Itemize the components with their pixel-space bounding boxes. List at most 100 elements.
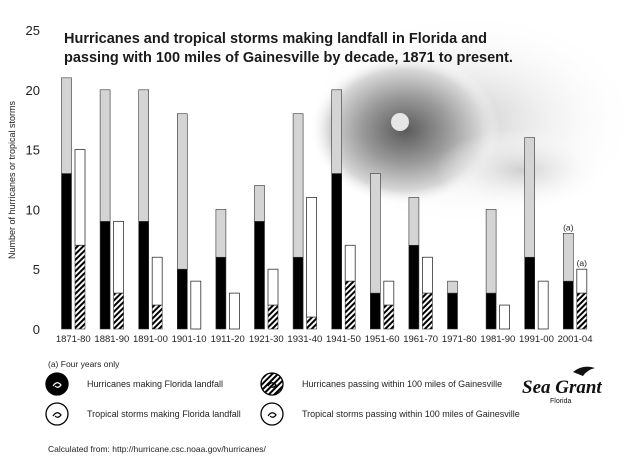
bar-hurricanes-landfall: [447, 292, 458, 330]
legend-label: Tropical storms making Florida landfall: [87, 409, 241, 419]
bar-tropical-storms-landfall: [61, 77, 72, 174]
legend-storm-symbol: [260, 372, 284, 396]
bar-hurricanes-gainesville: [383, 304, 395, 330]
legend-item: Hurricanes passing within 100 miles of G…: [260, 372, 502, 396]
bar-tropical-storms-gainesville: [306, 197, 318, 318]
bar-tropical-storms-landfall: [369, 173, 381, 294]
bar-hurricanes-gainesville: [344, 280, 356, 330]
bar-hurricanes-landfall: [177, 268, 188, 330]
x-tick-label: 1881-90: [94, 334, 129, 345]
bar-tropical-storms-landfall: [331, 89, 343, 174]
legend-swirl-mark: [267, 382, 277, 388]
bar-hurricanes-gainesville: [422, 292, 433, 330]
x-tick-label: 1891-00: [133, 334, 168, 345]
bar-hurricanes-landfall: [254, 221, 265, 330]
bar-hurricanes-gainesville: [113, 292, 124, 330]
legend-storm-symbol: [45, 372, 69, 396]
bar-tropical-storms-landfall: [408, 197, 420, 246]
satellite-hurricane-image: [300, 10, 629, 230]
x-tick-label: 1941-50: [326, 334, 361, 345]
bar-hurricanes-landfall: [99, 221, 111, 330]
x-tick-label: 1911-20: [211, 334, 245, 345]
bar-hurricanes-landfall: [215, 256, 227, 330]
y-tick-label: 10: [26, 202, 40, 217]
legend-swirl-mark: [267, 412, 277, 418]
legend-label: Hurricanes passing within 100 miles of G…: [302, 379, 502, 389]
bar-tropical-storms-landfall: [99, 89, 111, 222]
bar-tropical-storms-landfall: [485, 209, 497, 294]
bar-tropical-storms-landfall: [138, 89, 149, 222]
bar-tropical-storms-landfall: [447, 280, 458, 294]
brand-name: Sea Grant: [522, 377, 602, 398]
bar-tropical-storms-landfall: [254, 185, 265, 222]
bar-tropical-storms-gainesville: [499, 304, 511, 330]
sea-grant-logo: Sea Grant Florida: [522, 366, 602, 405]
bar-hurricanes-landfall: [524, 256, 536, 330]
bar-tropical-storms-gainesville: [421, 256, 433, 294]
bar-tropical-storms-gainesville: [576, 268, 588, 294]
x-tick-label: 2001-04: [558, 334, 593, 345]
annotations: (a) (a): [563, 222, 587, 268]
legend-label: Tropical storms passing within 100 miles…: [302, 409, 520, 419]
legend-label: Hurricanes making Florida landfall: [87, 379, 223, 389]
bar-tropical-storms-gainesville: [267, 268, 279, 306]
bar-tropical-storms-gainesville: [228, 292, 240, 330]
bar-tropical-storms-gainesville: [113, 220, 124, 294]
bar-tropical-storms-landfall: [292, 113, 304, 258]
x-tick-label: 1901-10: [172, 334, 207, 345]
x-tick-label: 1971-80: [442, 334, 477, 345]
y-tick-label: 20: [26, 83, 40, 98]
bar-hurricanes-landfall: [61, 173, 72, 330]
x-tick-label: 1931-40: [287, 334, 322, 345]
bar-tropical-storms-landfall: [524, 137, 536, 258]
bar-tropical-storms-gainesville: [537, 280, 549, 330]
legend-swirl-mark: [52, 382, 62, 388]
bar-tropical-storms-gainesville: [74, 149, 86, 246]
bar-hurricanes-landfall: [369, 292, 381, 330]
bar-hurricanes-gainesville: [306, 316, 317, 330]
legend-item: Tropical storms making Florida landfall: [45, 402, 241, 426]
chart-title: Hurricanes and tropical storms making la…: [64, 31, 513, 66]
chart-title-line-2: passing with 100 miles of Gainesville by…: [64, 50, 513, 66]
y-axis-label: Number of hurricanes or tropical storms: [7, 100, 17, 259]
legend-storm-symbol: [260, 402, 284, 426]
x-tick-label: 1981-90: [480, 334, 515, 345]
x-tick-label: 1991-00: [519, 334, 554, 345]
legend: Hurricanes making Florida landfall Hurric…: [45, 372, 520, 426]
bar-tropical-storms-landfall: [562, 233, 574, 282]
bars: [61, 77, 588, 330]
annotation-four-years: (a): [563, 222, 574, 232]
y-axis: 0 5 10 15 20 25: [26, 23, 40, 337]
bar-hurricanes-landfall: [292, 256, 304, 330]
legend-item: Tropical storms passing within 100 miles…: [260, 402, 520, 426]
legend-item: Hurricanes making Florida landfall: [45, 372, 223, 396]
brand-sub: Florida: [550, 398, 572, 405]
bar-tropical-storms-landfall: [177, 113, 188, 270]
bar-hurricanes-gainesville: [267, 304, 279, 330]
legend-storm-symbol: [45, 402, 69, 426]
y-tick-label: 25: [26, 23, 40, 38]
bar-hurricanes-gainesville: [74, 244, 86, 330]
annotation-four-years: (a): [577, 258, 588, 268]
bar-tropical-storms-gainesville: [190, 280, 202, 330]
chart-title-line-1: Hurricanes and tropical storms making la…: [64, 31, 487, 47]
source-note: Calculated from: http://hurricane.csc.no…: [48, 444, 266, 454]
bar-tropical-storms-landfall: [215, 209, 227, 258]
bar-tropical-storms-gainesville: [344, 244, 356, 282]
bar-tropical-storms-gainesville: [383, 280, 395, 306]
footnote: (a) Four years only: [48, 359, 120, 369]
bar-hurricanes-landfall: [408, 244, 420, 330]
y-tick-label: 0: [33, 322, 40, 337]
bar-hurricanes-gainesville: [576, 292, 588, 330]
bar-hurricanes-landfall: [331, 173, 343, 330]
x-tick-label: 1871-80: [56, 334, 91, 345]
bar-hurricanes-gainesville: [151, 304, 163, 330]
bar-hurricanes-landfall: [562, 280, 574, 330]
x-axis: 1871-80 1881-90 1891-00 1901-10 1911-20 1921-…: [56, 334, 593, 345]
bar-hurricanes-landfall: [485, 292, 497, 330]
x-tick-label: 1951-60: [365, 334, 400, 345]
y-tick-label: 15: [26, 143, 40, 158]
bar-tropical-storms-gainesville: [151, 256, 163, 306]
legend-swirl-mark: [52, 412, 62, 418]
